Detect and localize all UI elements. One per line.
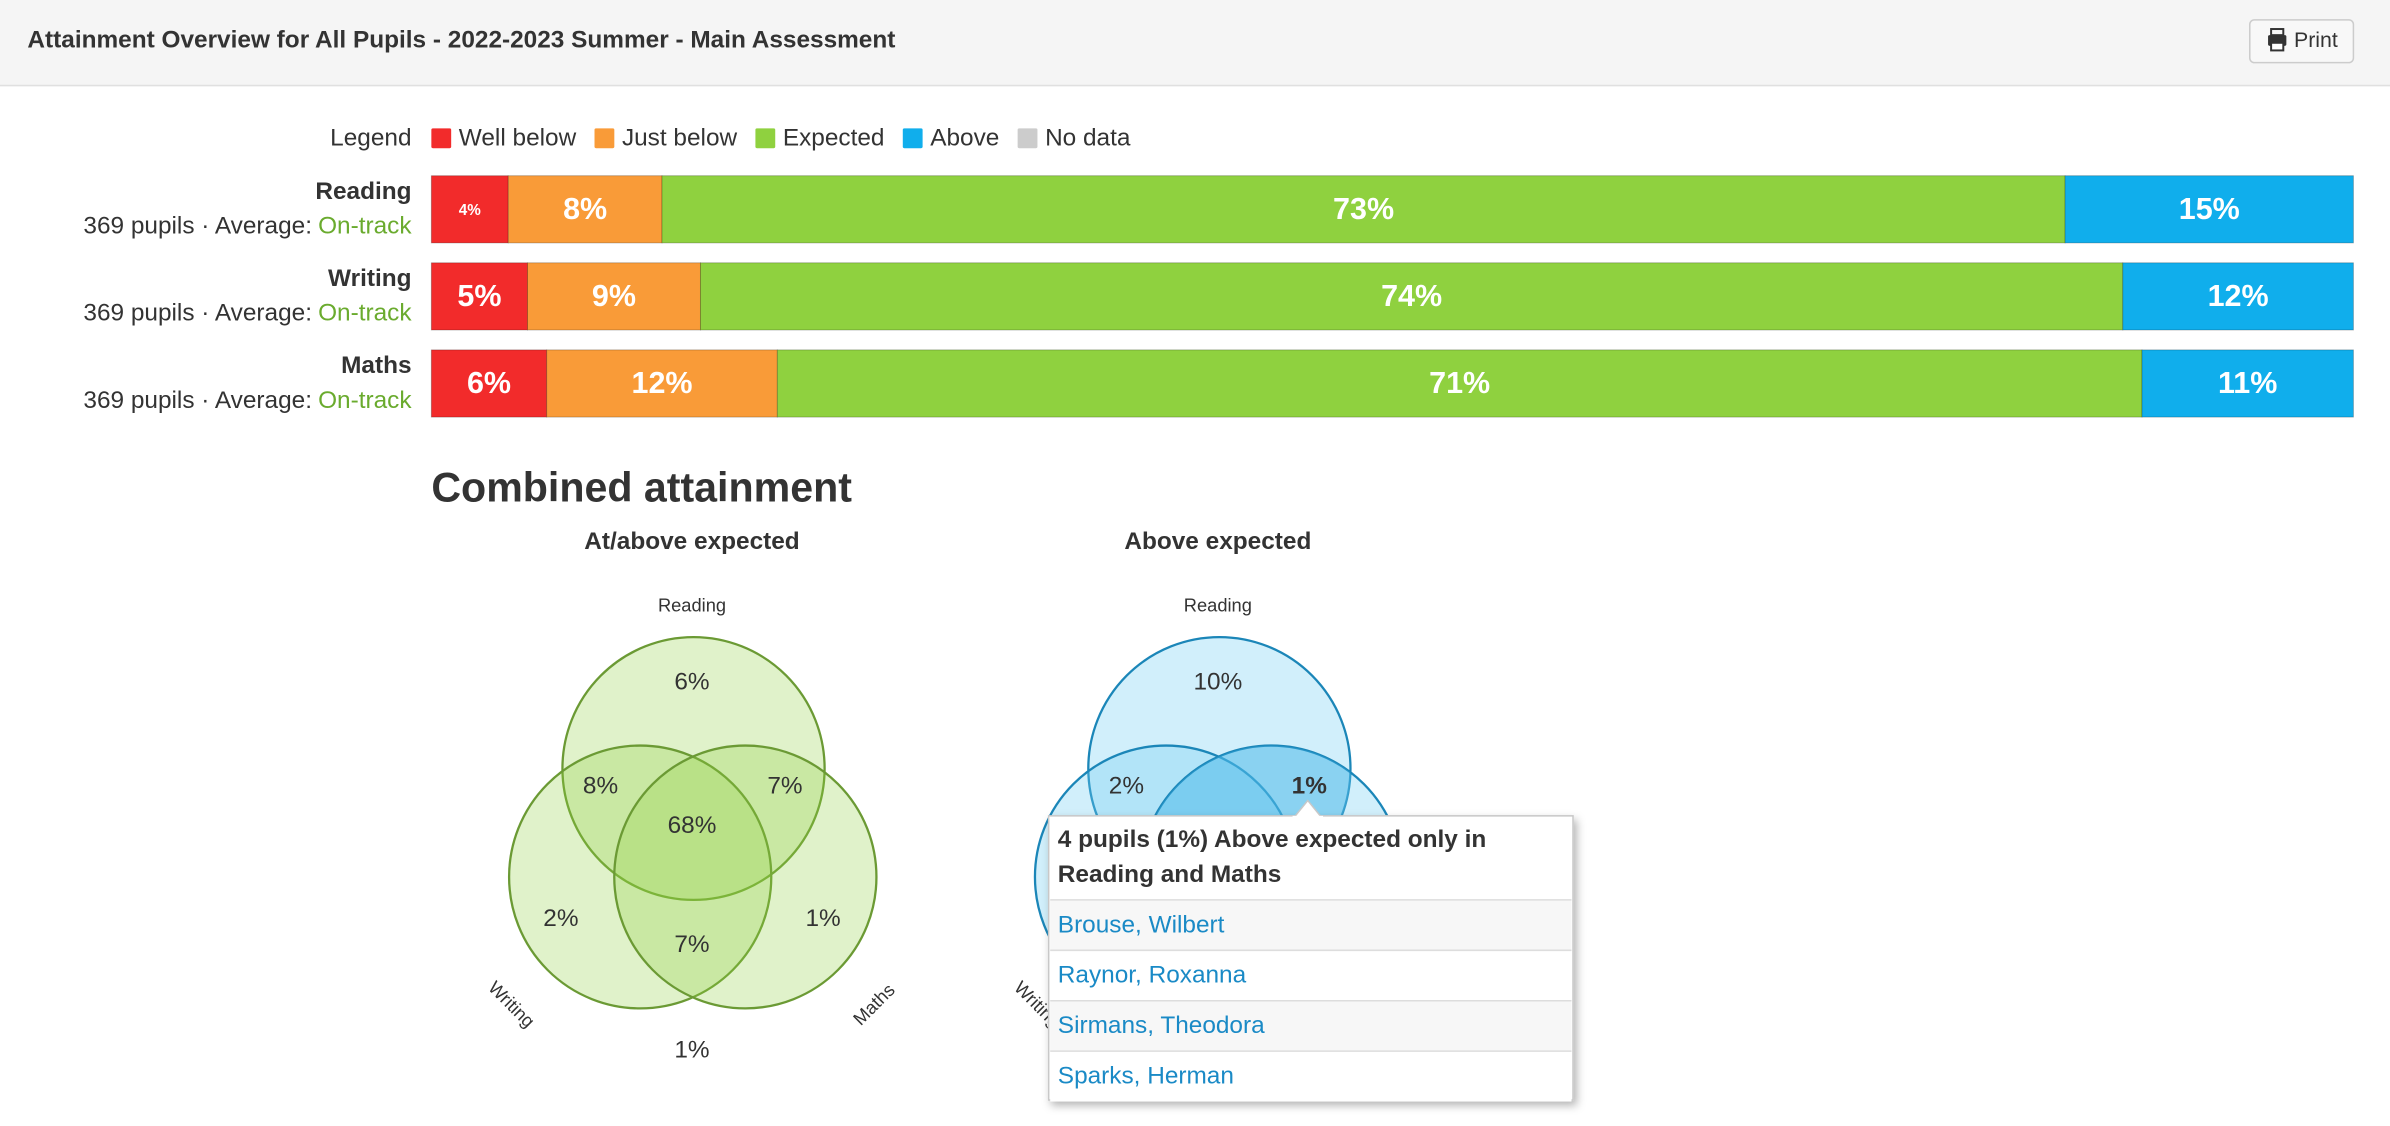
bar-label: 12% — [2208, 279, 2269, 313]
legend-swatch — [755, 128, 776, 149]
venn-region-label: 1% — [674, 1037, 709, 1064]
pupil-link[interactable]: Sparks, Herman — [1058, 1063, 1234, 1090]
subject-name: Writing — [328, 265, 412, 292]
venn-set-label: Writing — [484, 977, 539, 1032]
venn-region-label: 2% — [543, 905, 578, 932]
average-status: On-track — [318, 213, 412, 240]
bar-segment — [699, 262, 2124, 331]
print-label[interactable]: Print — [2294, 28, 2338, 52]
bar-segment — [2122, 262, 2354, 331]
page-title: Attainment Overview for All Pupils - 202… — [27, 27, 895, 54]
bar-segment — [527, 262, 701, 331]
bar-segment — [507, 175, 663, 244]
venn-title: At/above expected — [584, 528, 799, 555]
venn-region-label: 2% — [1109, 772, 1144, 799]
venn-title: Above expected — [1124, 528, 1311, 555]
bar-segment — [2064, 175, 2354, 244]
tooltip-row[interactable] — [1050, 1000, 1572, 1052]
tooltip-row[interactable] — [1050, 899, 1572, 951]
bar-label: 11% — [2218, 366, 2277, 400]
bar-segment — [776, 349, 2143, 418]
bar-label: 6% — [467, 366, 511, 400]
venn-region-label: 8% — [583, 772, 618, 799]
pupil-count: 369 pupils · Average: — [83, 387, 312, 414]
tooltip-row[interactable] — [1050, 950, 1572, 1001]
average-status: On-track — [318, 300, 412, 327]
bar-label: 71% — [1429, 366, 1490, 400]
pupil-link[interactable]: Brouse, Wilbert — [1058, 911, 1225, 938]
venn-region-label: 1% — [1292, 772, 1328, 799]
legend-swatch — [431, 128, 452, 149]
pupil-link[interactable]: Raynor, Roxanna — [1058, 962, 1247, 989]
subject-summary: 369 pupils · Average: On-track — [83, 300, 412, 327]
bar-segment — [661, 175, 2066, 244]
venn-region-label: 7% — [674, 931, 709, 958]
venn-region-label: 10% — [1193, 668, 1242, 695]
pupil-count: 369 pupils · Average: — [83, 300, 312, 327]
subject-summary: 369 pupils · Average: On-track — [83, 387, 412, 414]
venn-set-label: Reading — [658, 594, 726, 615]
venn-region-label: 1% — [805, 905, 840, 932]
venn-region-label: 6% — [674, 668, 709, 695]
pupil-count: 369 pupils · Average: — [83, 213, 312, 240]
legend-label: Well below — [459, 124, 577, 151]
tooltip-arrow-cover — [1292, 815, 1324, 819]
bar-label: 9% — [592, 279, 636, 313]
bar-segment — [2141, 349, 2354, 418]
bar-label: 4% — [459, 202, 481, 219]
legend-swatch — [594, 128, 615, 149]
legend-swatch — [902, 128, 923, 149]
bar-label: 15% — [2179, 192, 2240, 226]
tooltip-title: 4 pupils (1%) Above expected only in — [1058, 826, 1487, 853]
subject-name: Maths — [341, 352, 411, 379]
bar-segment — [546, 349, 778, 418]
legend-swatch — [1017, 128, 1038, 149]
tooltip: 4 pupils (1%) Above expected only in Read… — [1047, 799, 1574, 1102]
bar-label: 12% — [632, 366, 693, 400]
venn-region-label: 68% — [668, 812, 717, 839]
legend-title: Legend — [330, 124, 411, 151]
legend-label: No data — [1045, 124, 1131, 151]
legend-label: Expected — [783, 124, 885, 151]
tooltip-row[interactable] — [1050, 1051, 1572, 1102]
subject-summary: 369 pupils · Average: On-track — [83, 213, 412, 240]
venn-set-label: Reading — [1184, 594, 1252, 615]
legend-label: Above — [930, 124, 999, 151]
bar-segment — [430, 175, 509, 244]
bar-label: 8% — [563, 192, 607, 226]
venn-circle — [561, 635, 826, 902]
bar-label: 5% — [457, 279, 501, 313]
bar-label: 73% — [1333, 192, 1394, 226]
subject-name: Reading — [315, 178, 411, 205]
venn-region-label: 7% — [767, 772, 802, 799]
venn-set-label: Maths — [849, 979, 899, 1029]
bar-label: 74% — [1381, 279, 1442, 313]
section-title: Combined attainment — [431, 464, 852, 510]
header-bar — [0, 0, 2390, 86]
venn-circle — [507, 744, 773, 1010]
average-status: On-track — [318, 387, 412, 414]
print-button[interactable]: Print — [2249, 19, 2355, 64]
pupil-link[interactable]: Sirmans, Theodora — [1058, 1012, 1265, 1039]
legend-label: Just below — [622, 124, 738, 151]
tooltip-title: Reading and Maths — [1058, 861, 1281, 888]
venn-circle — [613, 744, 878, 1010]
